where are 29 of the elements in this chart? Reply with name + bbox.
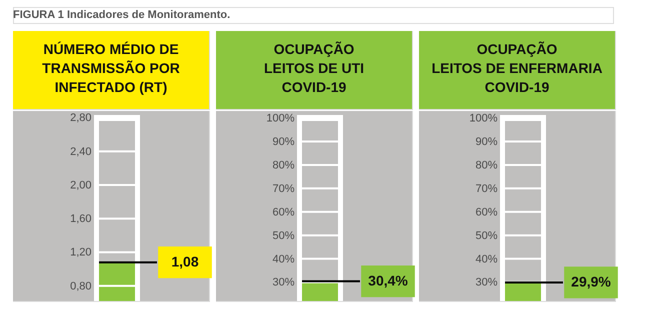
data-label: 29,9% [571, 273, 612, 290]
text: FIGURA 1 Indicadores de Monitoramento. [13, 9, 230, 21]
y-tick-label: 2,00 [70, 179, 92, 192]
y-tick-label: 50% [475, 230, 498, 242]
y-tick-label: 70% [272, 182, 295, 195]
data-label: 30,4% [368, 272, 408, 288]
y-tick-label: 100% [469, 112, 498, 125]
y-tick-label: 100% [266, 112, 295, 125]
y-tick-label: 90% [475, 136, 498, 148]
y-tick-label: 60% [272, 206, 295, 218]
y-tick-label: 60% [475, 206, 498, 218]
y-tick-label: 0,80 [70, 280, 92, 292]
y-tick-label: 90% [272, 136, 295, 148]
y-tick-label: 50% [272, 230, 295, 242]
chart-title: OCUPAÇÃO LEITOS DE ENFERMARIA COVID-19 [432, 41, 602, 95]
chart-title: NÚMERO MÉDIO DE TRANSMISSÃO POR INFECTADO (RT) [42, 41, 180, 95]
y-tick-label: 1,20 [70, 246, 92, 259]
y-tick-label: 80% [475, 159, 498, 172]
y-tick-label: 30% [272, 276, 295, 289]
data-label: 1,08 [171, 253, 199, 270]
y-tick-label: 40% [272, 253, 295, 266]
y-tick-label: 30% [475, 276, 498, 289]
y-tick-label: 2,40 [70, 146, 92, 158]
y-tick-label: 40% [475, 253, 498, 266]
y-tick-label: 70% [475, 182, 498, 195]
y-tick-label: 1,60 [70, 213, 92, 226]
y-tick-label: 2,80 [70, 112, 92, 124]
chart-title: OCUPAÇÃO LEITOS DE UTI COVID-19 [264, 41, 364, 95]
y-tick-label: 80% [272, 159, 295, 172]
